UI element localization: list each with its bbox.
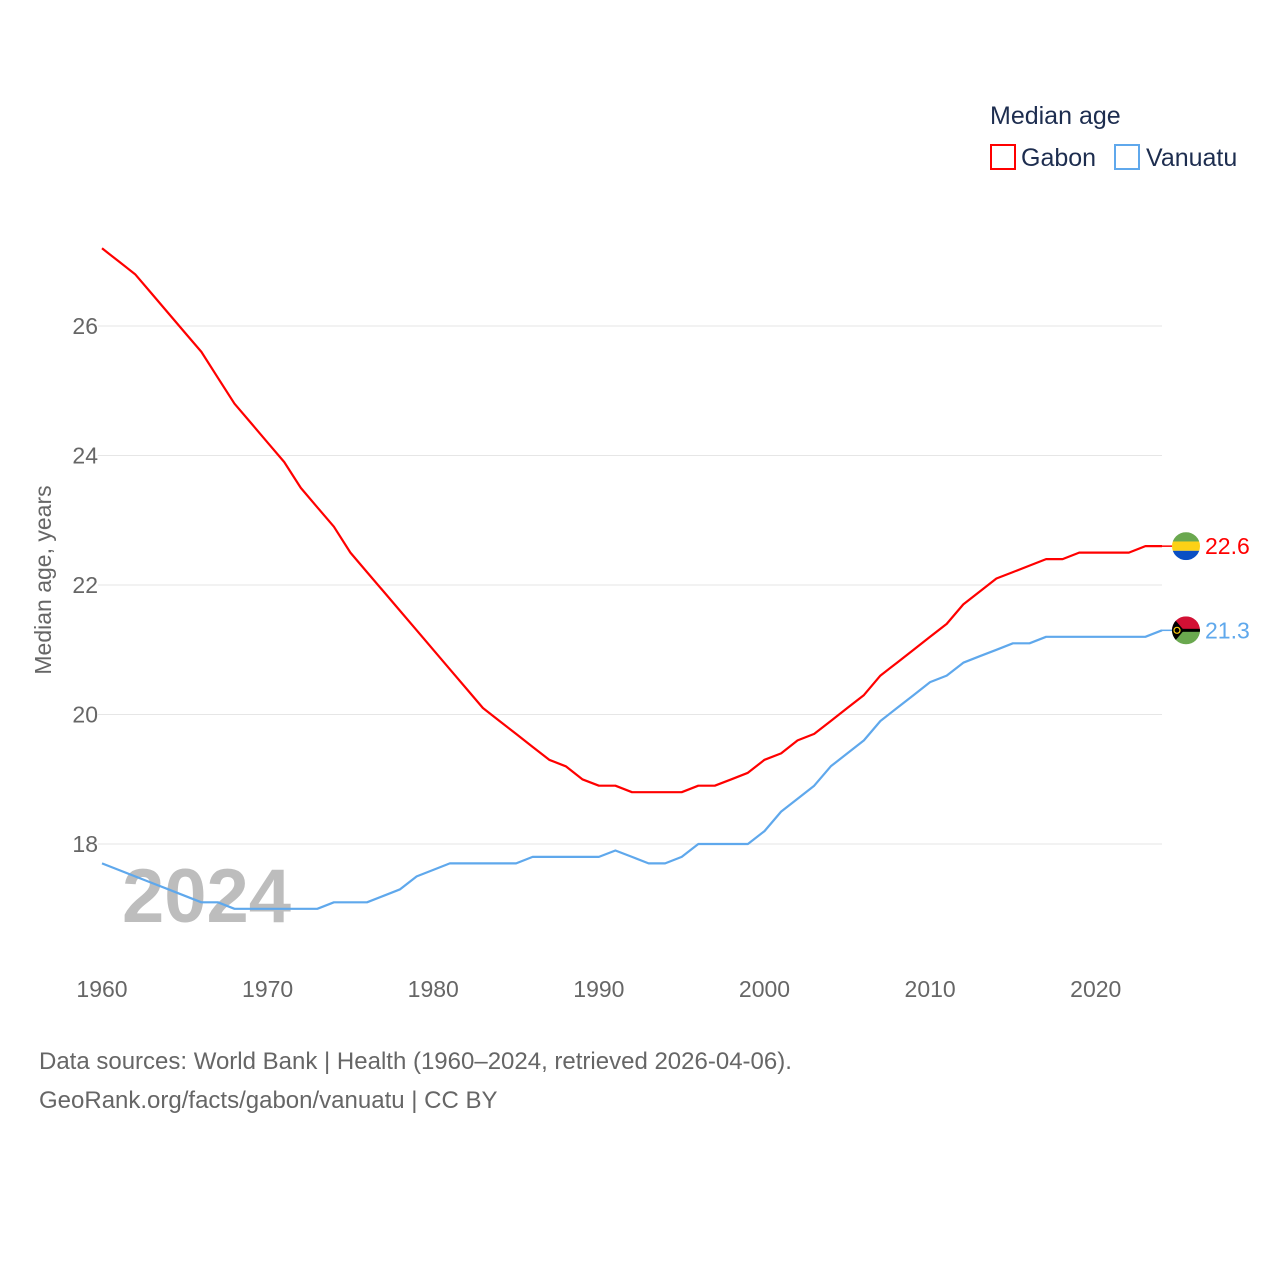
gridlines — [98, 325, 1162, 845]
legend-label-gabon: Gabon — [1021, 144, 1096, 172]
x-tick-label: 1970 — [242, 976, 293, 1002]
footer-link[interactable]: GeoRank.org/facts/gabon/vanuatu | CC BY — [39, 1087, 498, 1114]
flag-gabon-icon — [1172, 532, 1200, 561]
y-tick-label: 20 — [72, 702, 98, 728]
x-tick-label: 2000 — [739, 976, 790, 1002]
legend-item-gabon[interactable]: Gabon — [990, 144, 1096, 172]
legend-swatch-gabon — [990, 144, 1016, 170]
end-value-label-vanuatu: 21.3 — [1205, 617, 1250, 643]
x-tick-label: 1980 — [408, 976, 459, 1002]
y-tick-label: 24 — [72, 443, 98, 469]
legend-swatch-vanuatu — [1114, 144, 1140, 170]
y-axis-label: Median age, years — [30, 485, 56, 674]
x-tick-label: 2020 — [1070, 976, 1121, 1002]
legend-title: Median age — [990, 102, 1121, 130]
flag-vanuatu-icon — [1172, 616, 1200, 645]
x-tick-label: 2010 — [905, 976, 956, 1002]
footer-sources: Data sources: World Bank | Health (1960–… — [39, 1048, 792, 1075]
year-watermark: 2024 — [122, 854, 291, 939]
y-tick-label: 22 — [72, 572, 98, 598]
y-axis-ticks: 18 20 22 24 26 — [72, 313, 98, 857]
x-axis-ticks: 1960 1970 1980 1990 2000 2010 2020 — [76, 976, 1121, 1002]
x-tick-label: 1990 — [573, 976, 624, 1002]
y-tick-label: 26 — [72, 313, 98, 339]
legend-label-vanuatu: Vanuatu — [1146, 144, 1237, 172]
series-line-gabon[interactable] — [101, 247, 1162, 794]
legend: Median age Gabon Vanuatu — [990, 102, 1237, 172]
series-end-markers: 22.6 21.3 — [1162, 532, 1250, 645]
series-line-vanuatu[interactable] — [101, 629, 1163, 910]
y-tick-label: 18 — [72, 831, 98, 857]
end-value-label-gabon: 22.6 — [1205, 533, 1250, 559]
x-tick-label: 1960 — [76, 976, 127, 1002]
series-lines — [101, 247, 1163, 910]
legend-item-vanuatu[interactable]: Vanuatu — [1114, 144, 1237, 172]
